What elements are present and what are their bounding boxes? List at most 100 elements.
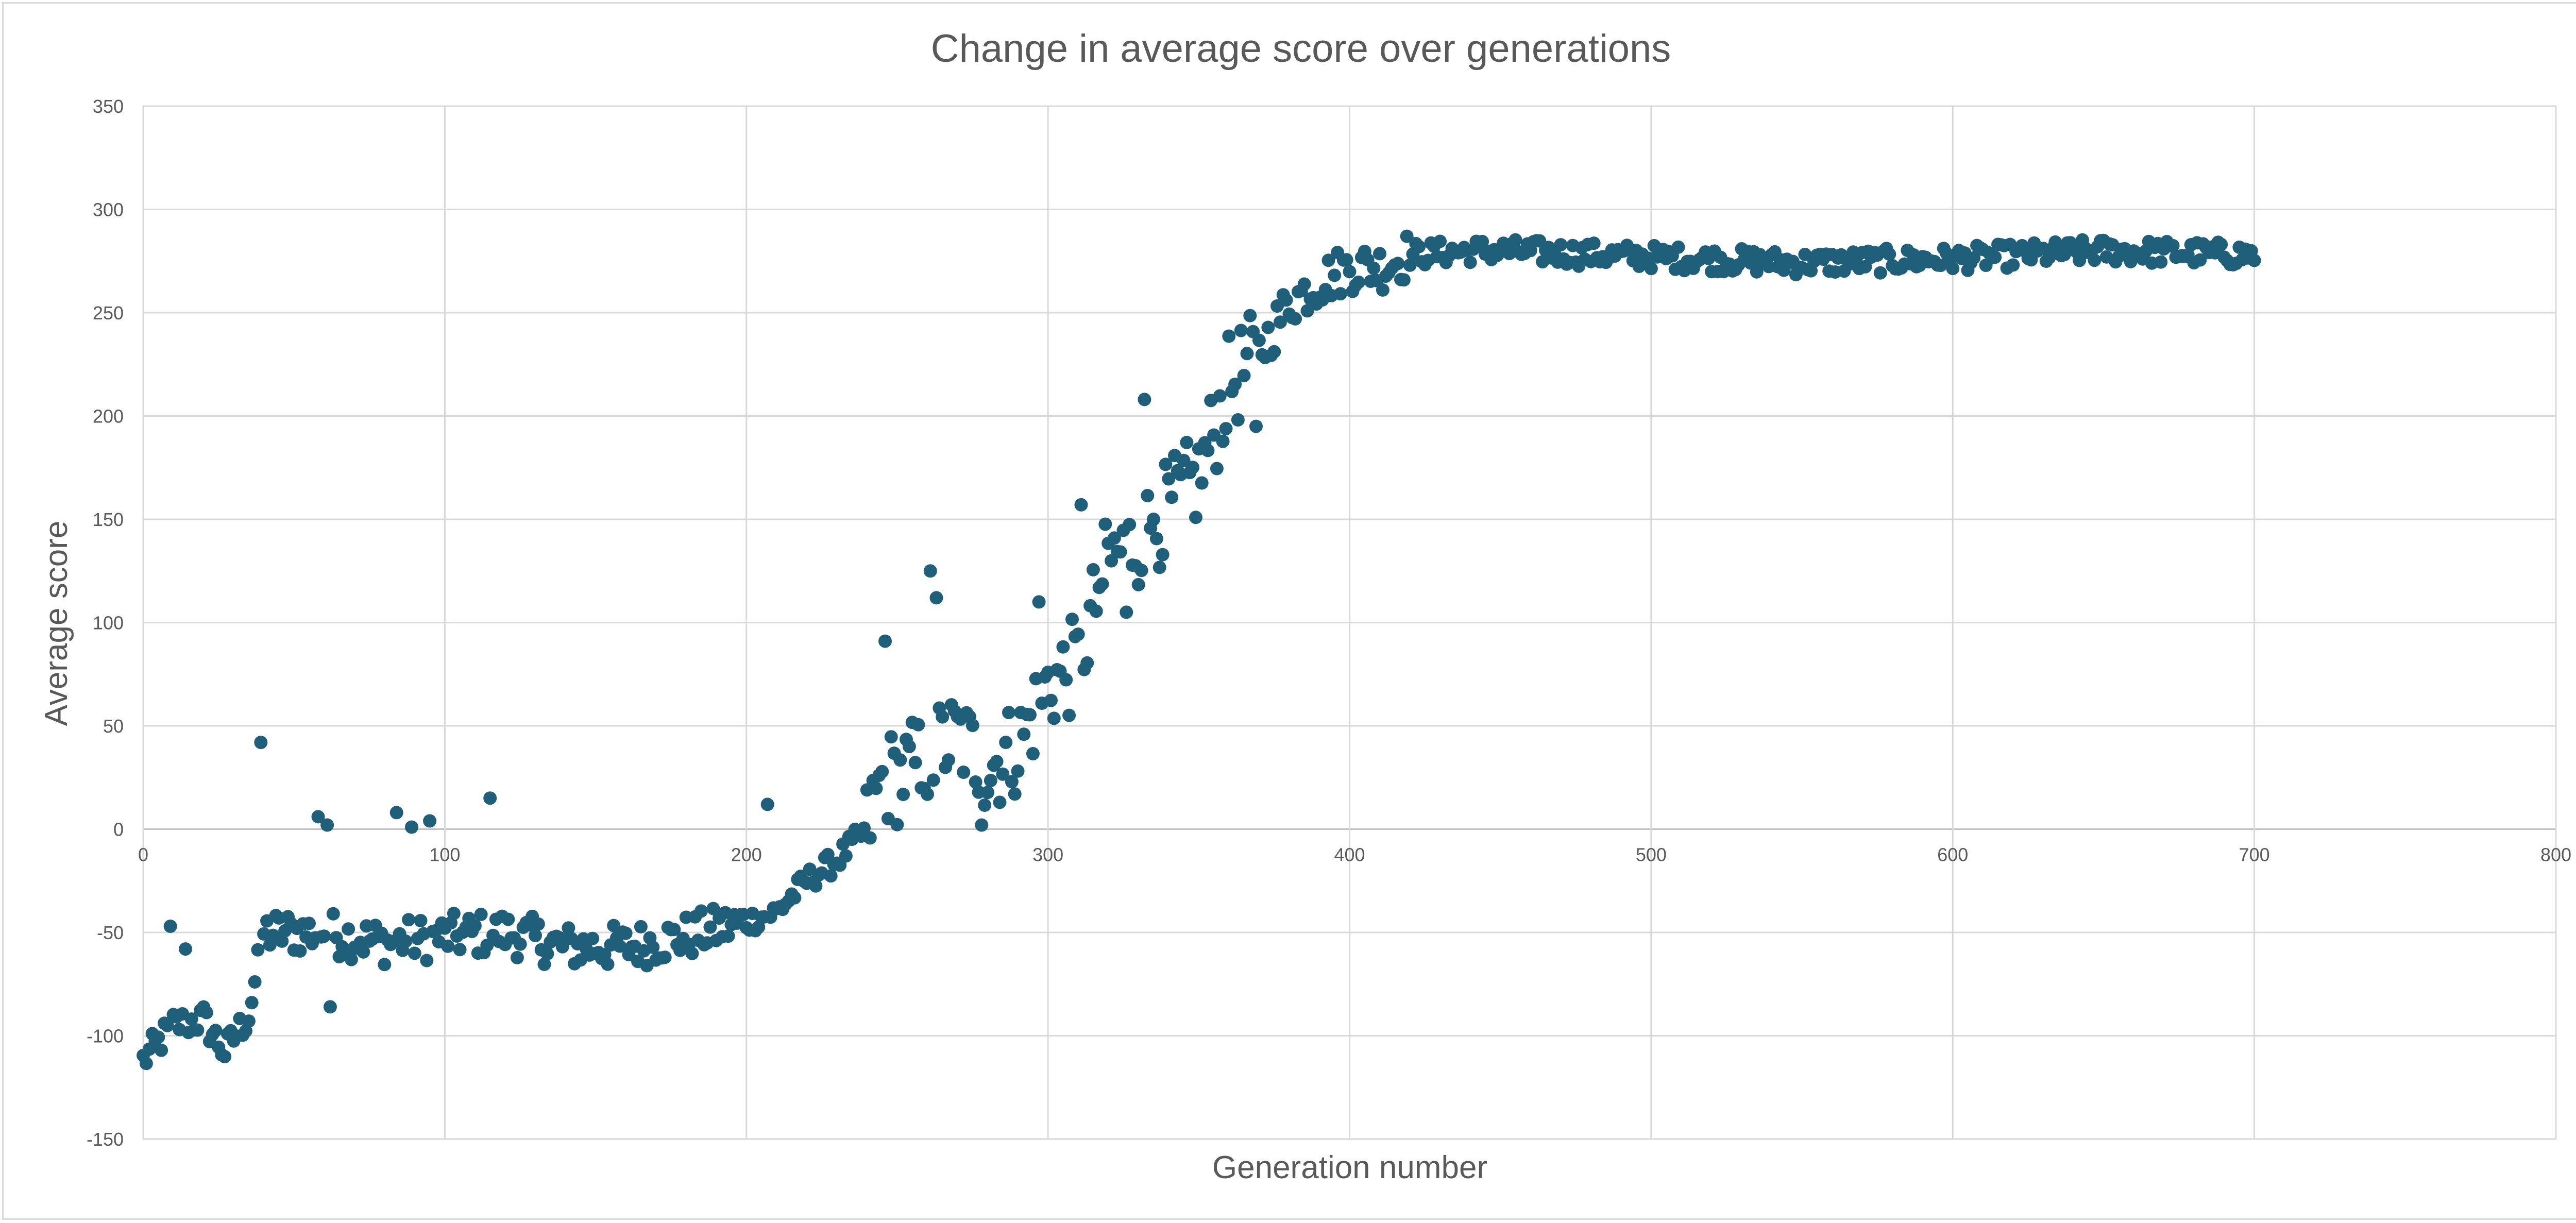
data-point [1153,560,1166,574]
data-point [441,939,455,953]
data-point [1403,258,1417,272]
data-point [634,920,648,933]
data-point [1201,444,1215,457]
data-point [199,1006,213,1020]
data-point [1391,257,1405,270]
gridlines [142,105,2557,1140]
data-point [908,756,922,770]
data-point [151,1030,165,1044]
data-point [293,944,307,958]
data-point [1074,498,1088,512]
data-point [399,934,413,948]
data-point [251,943,265,957]
data-point [1343,265,1357,279]
data-point [1210,462,1224,475]
data-point [821,847,835,861]
y-tick-label: 200 [93,406,124,427]
data-point [601,957,615,971]
data-point [191,1023,205,1037]
y-tick-label: 100 [93,613,124,634]
y-tick-label: 0 [113,819,124,840]
x-tick-label: 400 [1334,844,1365,865]
data-point [540,947,554,961]
data-point [275,934,289,948]
data-point [890,818,904,831]
data-point [1433,234,1447,248]
data-point [1463,256,1477,269]
data-point [447,907,461,921]
data-point [1222,329,1236,343]
y-tick-label: -150 [87,1129,124,1150]
data-point [1059,673,1073,687]
data-point [1134,564,1148,577]
data-point [667,923,681,937]
data-point [248,975,262,989]
data-point [1147,513,1160,526]
data-point [1297,277,1311,291]
data-point [529,929,542,942]
y-tick-label: 300 [93,199,124,220]
data-point [1165,490,1179,504]
data-point [1252,333,1266,347]
data-point [1056,640,1070,654]
data-point [1008,787,1022,801]
data-point [483,791,497,805]
data-point [1005,775,1019,789]
data-point [1047,711,1061,725]
data-point [685,946,699,960]
data-point [926,773,940,787]
x-tick-label: 500 [1636,844,1667,865]
data-point [218,1050,232,1063]
data-point [721,929,735,943]
data-point [1089,604,1103,618]
data-point [344,953,358,966]
data-point [1328,268,1342,282]
data-point [1273,315,1287,329]
data-point [1228,378,1242,391]
data-point [1219,422,1233,436]
data-point [1289,312,1302,326]
data-point [2154,255,2168,269]
data-point [1476,234,1489,248]
data-point [1249,419,1263,433]
y-axis-tick-labels: -150 -100 -50 0 50 100 150 200 250 300 350 [87,96,124,1150]
data-point [468,919,482,932]
data-point [1095,577,1109,591]
y-tick-label: 350 [93,96,124,117]
data-point [163,920,177,933]
data-point [1120,605,1133,619]
data-point [1180,435,1194,449]
data-point [942,753,955,767]
data-point [474,907,488,921]
data-point [405,820,418,834]
data-point [342,922,355,936]
data-point [357,945,370,959]
data-point [423,814,437,828]
data-point [1141,489,1155,502]
data-point [414,914,428,927]
data-point [703,920,717,934]
y-tick-label: 250 [93,302,124,324]
data-point [752,920,766,934]
data-point [965,719,979,733]
data-point [2088,253,2102,267]
data-point [1002,706,1015,720]
data-point [326,907,340,921]
data-point [184,1012,198,1026]
data-point [510,950,524,964]
data-point [1243,309,1257,322]
data-point [320,818,334,832]
data-point [311,810,325,824]
data-point [839,849,853,863]
data-point [857,821,871,835]
data-point [1554,238,1568,252]
data-point [302,916,316,930]
data-point [788,891,802,905]
y-tick-label: 150 [93,509,124,530]
data-point [1509,233,1522,247]
data-point [160,1018,174,1032]
data-point [2214,237,2228,251]
data-point [923,564,937,578]
data-point [1062,708,1076,722]
data-point [1080,656,1094,670]
